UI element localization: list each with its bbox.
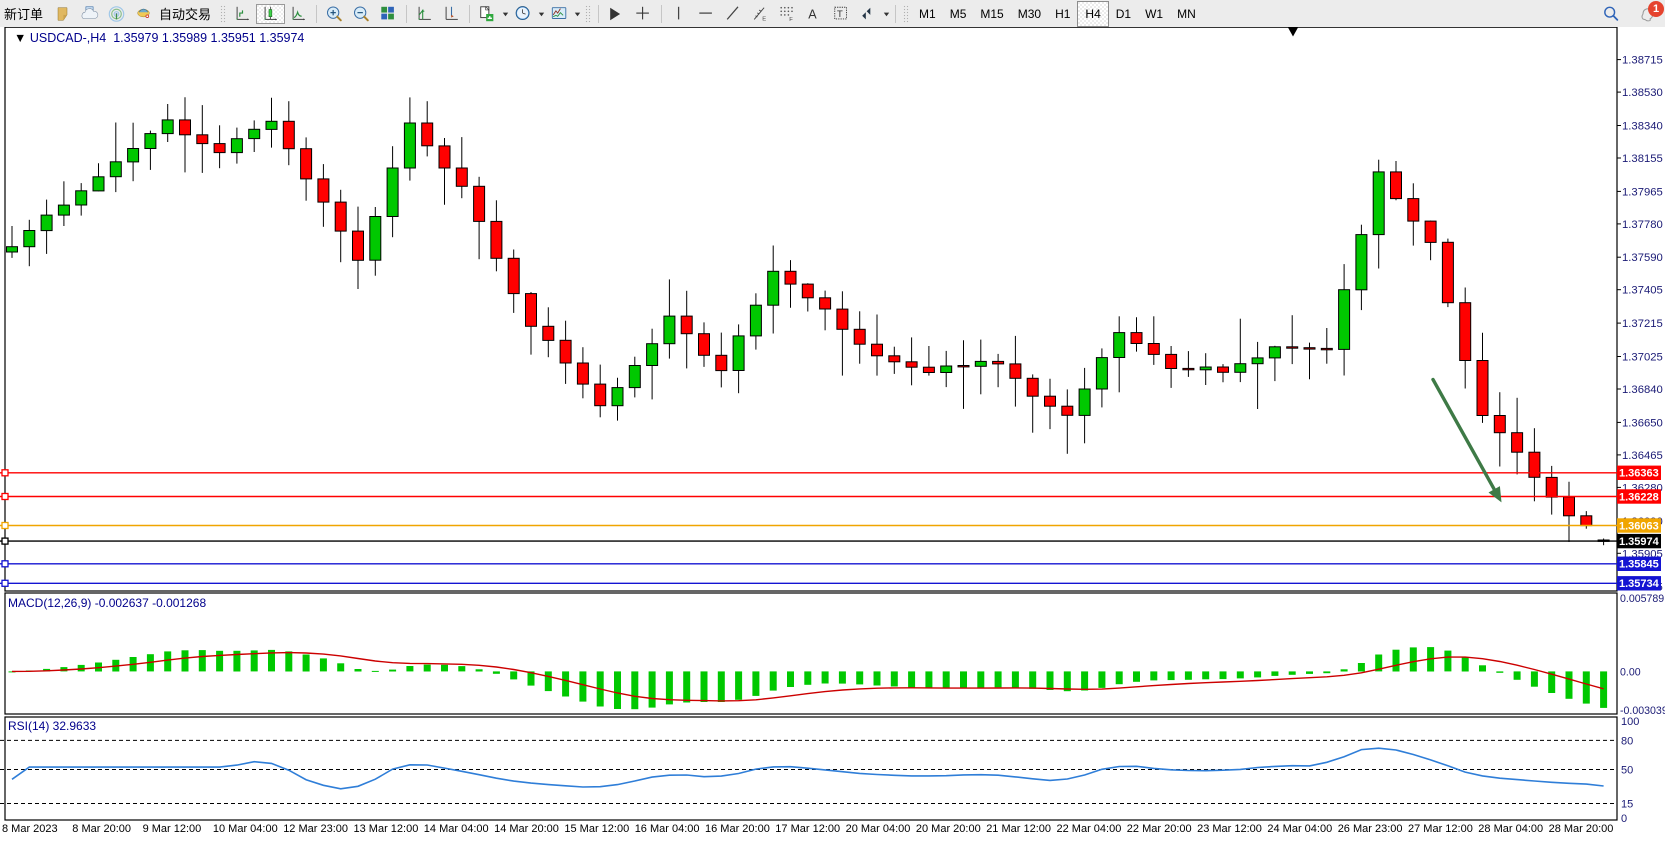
svg-text:0.005789: 0.005789	[1620, 593, 1664, 605]
svg-text:50: 50	[1621, 765, 1633, 777]
svg-text:1.36650: 1.36650	[1622, 417, 1663, 429]
svg-text:1.38530: 1.38530	[1622, 87, 1663, 99]
svg-text:0.00: 0.00	[1620, 666, 1641, 678]
svg-text:15: 15	[1621, 799, 1633, 811]
svg-text:1.36228: 1.36228	[1619, 491, 1659, 503]
svg-text:1.36840: 1.36840	[1622, 384, 1663, 396]
svg-text:1.37025: 1.37025	[1622, 352, 1663, 364]
svg-text:100: 100	[1621, 716, 1639, 728]
svg-text:80: 80	[1621, 735, 1633, 747]
svg-text:1.38715: 1.38715	[1622, 55, 1663, 67]
svg-text:1.37965: 1.37965	[1622, 186, 1663, 198]
svg-text:1.38155: 1.38155	[1622, 153, 1663, 165]
svg-text:E: E	[762, 16, 766, 22]
svg-text:1.37405: 1.37405	[1622, 285, 1663, 297]
svg-text:0: 0	[1621, 813, 1627, 825]
svg-text:1.38340: 1.38340	[1622, 121, 1663, 133]
svg-text:1.36063: 1.36063	[1619, 520, 1659, 532]
svg-text:1.37215: 1.37215	[1622, 318, 1663, 330]
svg-text:A: A	[808, 7, 817, 21]
svg-text:1.36465: 1.36465	[1622, 450, 1663, 462]
svg-text:1.37590: 1.37590	[1622, 252, 1663, 264]
svg-text:1.35734: 1.35734	[1619, 578, 1660, 590]
svg-text:F: F	[789, 17, 793, 23]
svg-text:1.37780: 1.37780	[1622, 219, 1663, 231]
svg-text:1.35845: 1.35845	[1619, 559, 1659, 571]
svg-text:1.36363: 1.36363	[1619, 468, 1659, 480]
svg-text:1.35974: 1.35974	[1619, 536, 1660, 548]
svg-text:T: T	[837, 9, 843, 20]
